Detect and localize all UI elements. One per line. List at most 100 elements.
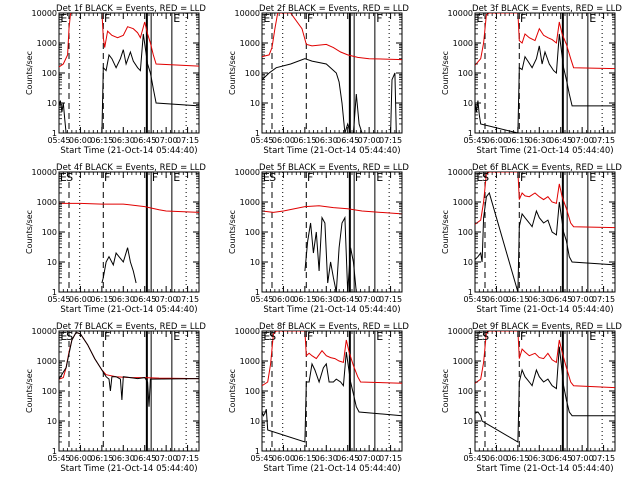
marker-letter: F xyxy=(152,171,158,184)
panel-title: Det 8f BLACK = Events, RED = LLD xyxy=(259,322,409,332)
x-axis-label: Start Time (21-Oct-14 05:44:40) xyxy=(476,464,613,474)
series-events xyxy=(59,331,199,407)
marker-letter: S xyxy=(66,330,73,343)
x-tick-label: 07:15 xyxy=(379,295,402,304)
y-tick-label: 1 xyxy=(52,129,57,138)
x-axis-label: Start Time (21-Oct-14 05:44:40) xyxy=(263,305,400,315)
y-tick-label: 1000 xyxy=(37,39,57,48)
y-tick-label: 10000 xyxy=(32,327,57,336)
y-tick-label: 1000 xyxy=(453,39,473,48)
panel-title: Det 1f BLACK = Events, RED = LLD xyxy=(56,4,206,14)
series-lld xyxy=(59,202,199,213)
marker-letter: F xyxy=(376,12,382,25)
marker-letter: S xyxy=(269,171,276,184)
y-tick-label: 1 xyxy=(52,288,57,297)
x-tick-label: 06:30 xyxy=(528,136,551,145)
y-tick-label: 10000 xyxy=(448,9,473,18)
x-tick-label: 06:00 xyxy=(485,295,508,304)
y-axis-label: Counts/sec xyxy=(25,51,34,95)
y-tick-label: 1 xyxy=(468,288,473,297)
x-tick-label: 06:45 xyxy=(549,136,572,145)
x-tick-label: 05:45 xyxy=(250,295,273,304)
panel-title: Det 6f BLACK = Events, RED = LLD xyxy=(472,163,622,173)
x-tick-label: 06:00 xyxy=(272,295,295,304)
x-tick-label: 06:15 xyxy=(506,454,529,463)
x-axis-label: Start Time (21-Oct-14 05:44:40) xyxy=(263,464,400,474)
y-tick-label: 100 xyxy=(245,387,260,396)
y-tick-label: 10 xyxy=(463,258,473,267)
x-tick-label: 06:00 xyxy=(69,136,92,145)
panel-title: Det 7f BLACK = Events, RED = LLD xyxy=(56,322,206,332)
x-tick-label: 05:45 xyxy=(47,454,70,463)
y-tick-label: 1000 xyxy=(240,198,260,207)
y-tick-label: 10000 xyxy=(448,327,473,336)
y-tick-label: 1 xyxy=(468,447,473,456)
x-tick-label: 07:15 xyxy=(592,295,615,304)
x-tick-label: 06:15 xyxy=(90,136,113,145)
y-tick-label: 10000 xyxy=(235,168,260,177)
x-tick-label: 06:15 xyxy=(293,136,316,145)
x-axis-label: Start Time (21-Oct-14 05:44:40) xyxy=(476,305,613,315)
y-tick-label: 1 xyxy=(255,288,260,297)
panel-title: Det 9f BLACK = Events, RED = LLD xyxy=(472,322,622,332)
y-axis-label: Counts/sec xyxy=(25,210,34,254)
x-tick-label: 05:45 xyxy=(250,454,273,463)
marker-letter: E xyxy=(476,171,483,184)
x-tick-label: 05:45 xyxy=(47,295,70,304)
marker-letter: S xyxy=(66,171,73,184)
marker-letter: E xyxy=(60,12,67,25)
series-lld xyxy=(262,205,402,215)
x-tick-label: 07:15 xyxy=(379,454,402,463)
marker-letter: E xyxy=(589,171,596,184)
x-tick-label: 06:45 xyxy=(133,295,156,304)
marker-letter: F xyxy=(520,330,526,343)
y-tick-label: 10000 xyxy=(32,9,57,18)
y-axis-label: Counts/sec xyxy=(441,51,450,95)
x-tick-label: 06:30 xyxy=(112,295,135,304)
series-events xyxy=(304,215,357,292)
x-tick-label: 06:15 xyxy=(293,454,316,463)
x-tick-label: 05:45 xyxy=(463,454,486,463)
series-events xyxy=(262,351,402,443)
y-axis-label: Counts/sec xyxy=(25,369,34,413)
series-events xyxy=(475,191,615,292)
y-axis-label: Counts/sec xyxy=(441,369,450,413)
y-tick-label: 100 xyxy=(42,69,57,78)
y-tick-label: 1000 xyxy=(240,39,260,48)
x-tick-label: 05:45 xyxy=(463,295,486,304)
x-tick-label: 06:45 xyxy=(336,295,359,304)
marker-letter: F xyxy=(104,171,110,184)
x-tick-label: 07:00 xyxy=(155,136,178,145)
marker-letter: F xyxy=(307,12,313,25)
x-tick-label: 07:00 xyxy=(155,295,178,304)
x-tick-label: 07:00 xyxy=(358,454,381,463)
y-tick-label: 10 xyxy=(250,417,260,426)
y-tick-label: 100 xyxy=(458,228,473,237)
marker-letter: F xyxy=(520,12,526,25)
x-tick-label: 06:45 xyxy=(336,136,359,145)
marker-letter: E xyxy=(476,330,483,343)
y-tick-label: 10000 xyxy=(235,327,260,336)
marker-letter: F xyxy=(307,330,313,343)
marker-letter: E xyxy=(263,171,270,184)
x-tick-label: 06:45 xyxy=(133,136,156,145)
x-tick-label: 06:00 xyxy=(69,454,92,463)
y-tick-label: 1000 xyxy=(453,357,473,366)
y-tick-label: 10000 xyxy=(235,9,260,18)
marker-letter: S xyxy=(269,330,276,343)
y-tick-label: 100 xyxy=(42,228,57,237)
panel-title: Det 5f BLACK = Events, RED = LLD xyxy=(259,163,409,173)
y-tick-label: 100 xyxy=(245,228,260,237)
y-tick-label: 100 xyxy=(458,387,473,396)
marker-letter: F xyxy=(104,330,110,343)
x-tick-label: 05:45 xyxy=(47,136,70,145)
y-tick-label: 10 xyxy=(47,417,57,426)
y-tick-label: 10 xyxy=(250,99,260,108)
y-tick-label: 100 xyxy=(458,69,473,78)
marker-letter: S xyxy=(482,171,489,184)
marker-letter: E xyxy=(173,171,180,184)
marker-letter: E xyxy=(60,171,67,184)
